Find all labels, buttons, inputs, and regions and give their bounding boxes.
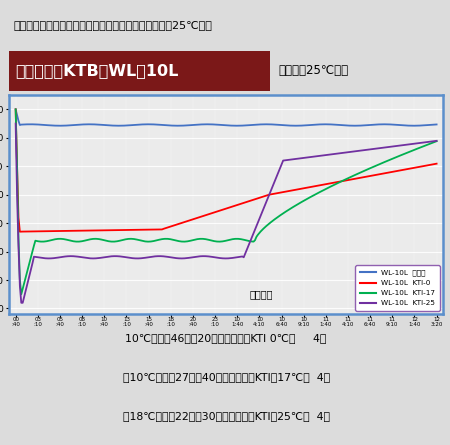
Text: 10℃以下を46時間20分維持・・・KTI 0℃用     4個: 10℃以下を46時間20分維持・・・KTI 0℃用 4個 xyxy=(126,333,327,343)
FancyBboxPatch shape xyxy=(9,51,270,91)
Text: 経過時間: 経過時間 xyxy=(250,289,274,299)
Text: 「キープサーモアイス」と併用した場合の保冷能力（25℃時）: 「キープサーモアイス」と併用した場合の保冷能力（25℃時） xyxy=(14,20,212,30)
Text: 恒温室：25℃設定: 恒温室：25℃設定 xyxy=(278,65,348,77)
Legend: WL-10L  恒温室, WL-10L  KTI-0, WL-10L  KTI-17, WL-10L  KTI-25: WL-10L 恒温室, WL-10L KTI-0, WL-10L KTI-17,… xyxy=(356,265,440,311)
Text: －18℃以下を22時間30分維持・・・KTI－25℃用  4個: －18℃以下を22時間30分維持・・・KTI－25℃用 4個 xyxy=(122,411,329,421)
Text: －10℃以下を27時間40分維持・・・KTI－17℃用  4個: －10℃以下を27時間40分維持・・・KTI－17℃用 4個 xyxy=(122,372,330,382)
Text: ボックス：KTB－WL－10L: ボックス：KTB－WL－10L xyxy=(15,64,179,78)
